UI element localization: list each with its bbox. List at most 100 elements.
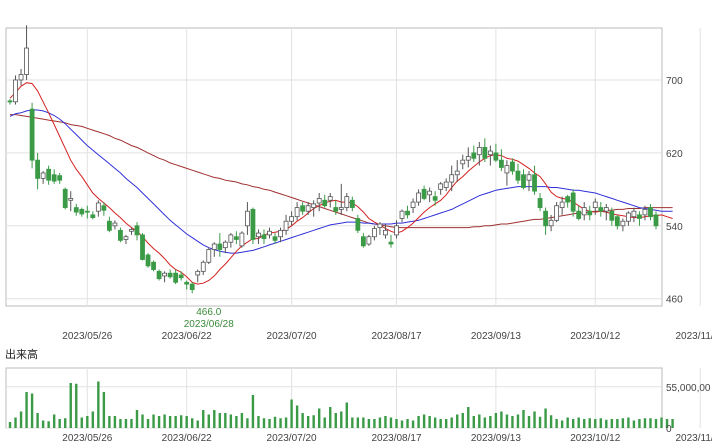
candle-body: [151, 261, 156, 270]
volume-x-tick-label: 2023/08/17: [371, 433, 421, 444]
volume-bar: [64, 418, 67, 428]
volume-bar: [8, 422, 12, 428]
candle-body: [432, 196, 438, 201]
volume-bar: [224, 413, 227, 428]
candle-body: [118, 229, 123, 241]
volume-bar: [19, 411, 23, 428]
candle-body: [570, 192, 576, 212]
volume-bar: [251, 395, 255, 428]
volume-x-tick-label: 2023/11/09: [676, 433, 712, 444]
candle-body: [46, 168, 52, 181]
volume-bar: [163, 414, 166, 428]
volume-bar: [439, 419, 442, 428]
candle-body: [173, 272, 179, 283]
candle-body: [311, 203, 317, 208]
candle-body: [554, 205, 560, 221]
volume-bar: [246, 418, 249, 428]
candle-body: [648, 207, 653, 218]
candle-body: [222, 241, 228, 249]
candle-body: [454, 170, 460, 176]
candle-body: [410, 201, 416, 208]
candle-body: [482, 147, 488, 159]
candle-body: [156, 270, 162, 280]
price-y-tick-label: 700: [666, 76, 683, 87]
volume-bar: [367, 419, 371, 428]
volume-bar: [91, 411, 95, 428]
candle-body: [421, 188, 427, 199]
volume-bar: [229, 414, 233, 428]
volume-bar: [654, 419, 658, 428]
candle-body: [57, 175, 63, 181]
volume-bar: [665, 419, 669, 428]
candle-body: [338, 207, 344, 210]
volume-bar: [450, 417, 453, 428]
candle-body: [167, 272, 173, 278]
candle-body: [90, 214, 96, 218]
candle-body: [515, 170, 521, 181]
volume-bar: [41, 420, 45, 428]
volume-bar: [157, 416, 161, 428]
candle-body: [510, 161, 515, 172]
volume-y-tick-label: 55,000,00: [666, 383, 711, 394]
candle-body: [327, 196, 333, 201]
candle-body: [123, 236, 129, 240]
candle-body: [355, 218, 361, 231]
candle-body: [449, 174, 455, 183]
volume-bar: [467, 407, 470, 428]
price-x-ticks: 2023/05/26 2023/06/22 2023/07/20 2023/08/17…: [62, 331, 712, 342]
volume-bar: [356, 417, 360, 428]
volume-x-tick-label: 2023/05/26: [62, 433, 112, 444]
volume-bar: [461, 413, 464, 428]
volume-bar: [632, 420, 636, 428]
volume-bar: [301, 413, 304, 428]
candle-body: [178, 274, 184, 279]
volume-bar: [560, 420, 564, 428]
volume-bar: [378, 417, 382, 428]
candle-body: [228, 234, 234, 243]
volume-bar: [52, 414, 56, 428]
volume-bar: [400, 420, 404, 428]
candle-body: [548, 219, 554, 227]
candle-body: [261, 234, 267, 239]
volume-bar: [516, 414, 520, 428]
candle-body: [526, 174, 532, 181]
candle-body: [239, 232, 245, 247]
candle-body: [24, 47, 29, 75]
volume-bar: [489, 416, 492, 428]
price-x-tick-label: 2023/11/09: [676, 331, 712, 342]
candle-body: [140, 234, 145, 260]
price-y-tick-label: 540: [666, 222, 683, 233]
candle-body: [609, 210, 615, 221]
volume-bar: [284, 417, 288, 428]
volume-bar: [522, 410, 525, 428]
volume-bar: [444, 419, 448, 428]
candle-body: [377, 223, 383, 229]
candle-body: [289, 216, 294, 222]
volume-bar: [257, 416, 260, 428]
volume-bar: [621, 418, 625, 428]
candle-body: [465, 156, 471, 161]
volume-bar: [544, 408, 547, 428]
volume-bar: [583, 419, 586, 428]
price-plot-frame: [5, 27, 663, 307]
price-y-tick-label: 460: [666, 295, 683, 306]
volume-bar: [505, 414, 509, 428]
candle-body: [372, 228, 377, 238]
volume-bar: [130, 419, 133, 428]
candle-body: [162, 272, 167, 277]
volume-bar: [384, 416, 387, 428]
volume-bar: [14, 417, 17, 428]
volume-bar: [191, 418, 194, 428]
volume-bar: [511, 416, 514, 428]
volume-bar: [660, 417, 663, 428]
volume-bar: [295, 405, 299, 428]
volume-bar: [119, 419, 122, 428]
candle-body: [565, 196, 571, 203]
candle-body: [653, 214, 659, 227]
candle-body: [614, 216, 620, 227]
volume-bar: [185, 416, 188, 428]
volume-bar: [75, 383, 78, 428]
candle-body: [592, 201, 598, 208]
volume-bar: [262, 418, 266, 428]
volume-bar: [571, 419, 575, 428]
